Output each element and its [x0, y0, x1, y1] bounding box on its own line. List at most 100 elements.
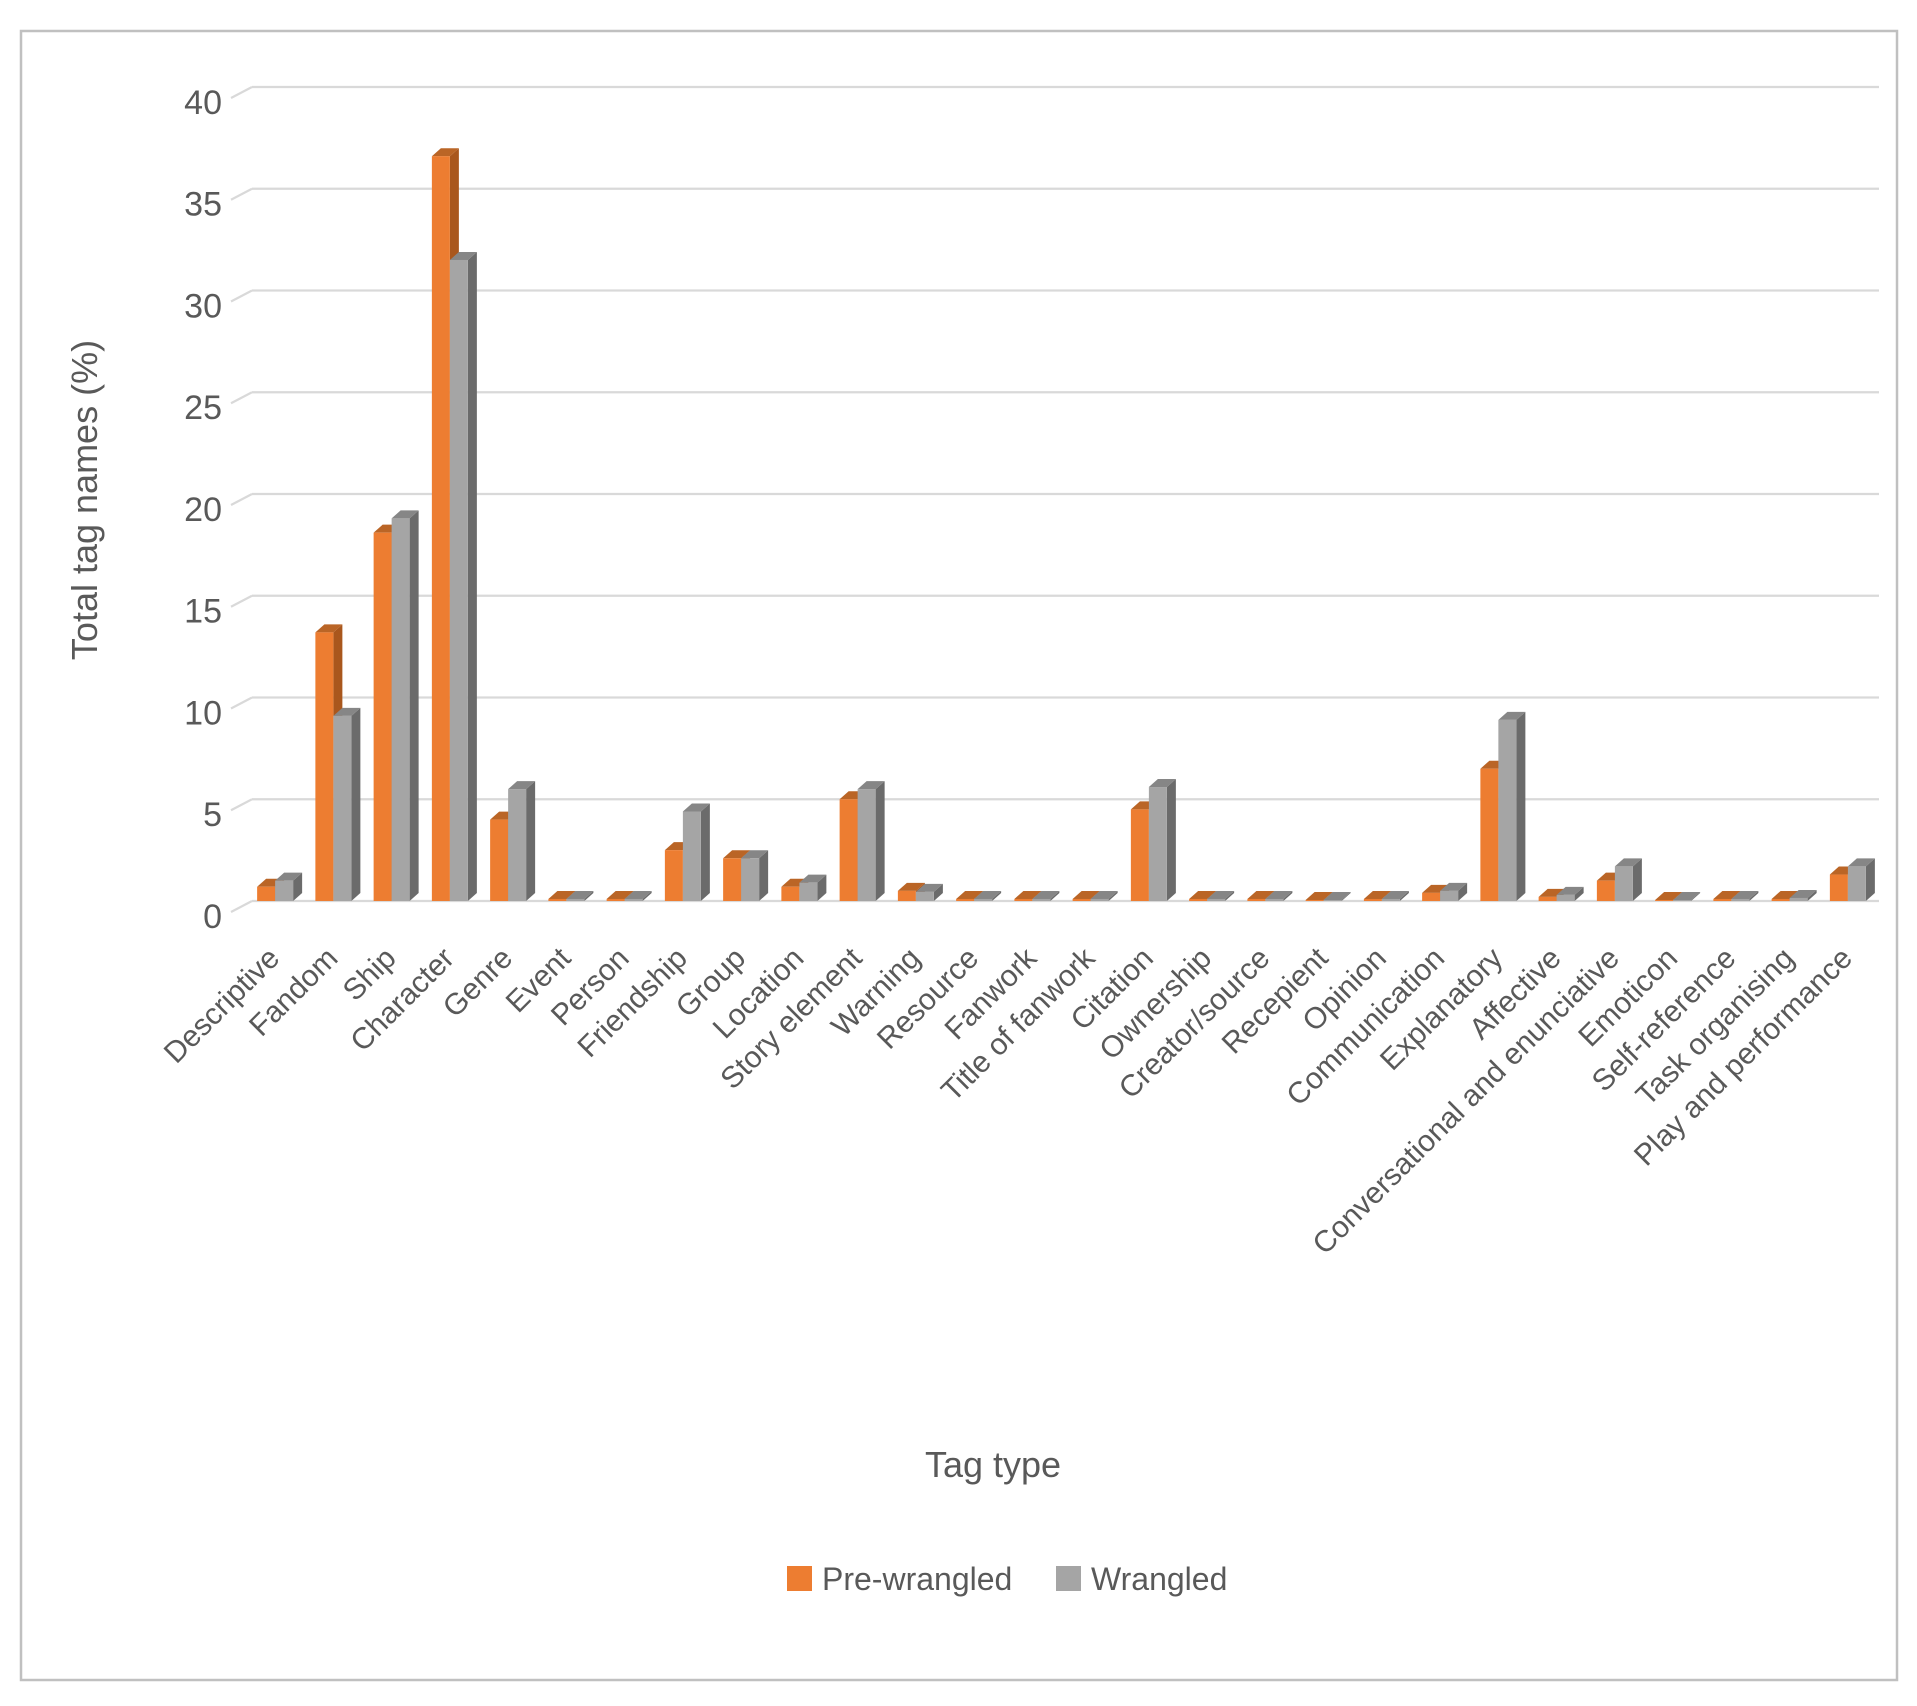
bar-pre-wrangled-12-front — [956, 898, 975, 901]
bar-wrangled-4-front — [508, 789, 527, 901]
bar-wrangled-10-front — [857, 789, 876, 901]
bar-wrangled-15-front — [1148, 787, 1167, 901]
bar-wrangled-5-front — [566, 898, 585, 901]
bar-wrangled-7-top — [682, 803, 710, 812]
bar-wrangled-7-side — [700, 803, 710, 901]
bar-wrangled-4-top — [508, 781, 536, 790]
bar-wrangled-5-side — [584, 890, 594, 901]
bar-series — [257, 148, 1875, 902]
legend-label-wrangled: Wrangled — [1091, 1561, 1227, 1597]
bar-wrangled-19-side — [1399, 890, 1409, 901]
bar-wrangled-0-top — [275, 872, 303, 881]
bar-wrangled-22-front — [1556, 894, 1575, 901]
bar-wrangled-2-top — [391, 510, 419, 519]
bar-wrangled-0-front — [275, 880, 294, 901]
bar-wrangled-26-side — [1807, 889, 1817, 901]
bar-pre-wrangled-23-front — [1596, 880, 1615, 901]
bar-wrangled-11-top — [915, 883, 943, 892]
bar-pre-wrangled-27-front — [1829, 874, 1848, 901]
y-tick-label-5: 5 — [203, 796, 222, 834]
bar-wrangled-24-top — [1673, 891, 1701, 900]
bar-wrangled-17-top — [1265, 890, 1293, 899]
bar-wrangled-13-side — [1050, 890, 1060, 901]
bar-wrangled-16-front — [1207, 898, 1226, 901]
y-tick-label-10: 10 — [184, 694, 222, 732]
bar-wrangled-18-side — [1341, 891, 1351, 901]
legend-swatch-pre-wrangled — [787, 1566, 812, 1591]
bar-wrangled-4-side — [526, 781, 536, 901]
bar-wrangled-12-front — [974, 898, 993, 901]
legend-swatch-wrangled — [1056, 1566, 1081, 1591]
bar-pre-wrangled-17-front — [1247, 898, 1266, 901]
bar-wrangled-13-top — [1032, 890, 1060, 899]
bar-wrangled-7-front — [682, 811, 701, 901]
x-axis-title: Tag type — [925, 1444, 1061, 1485]
bar-wrangled-3-top — [449, 251, 477, 260]
bar-wrangled-25-front — [1731, 898, 1750, 901]
bar-wrangled-11-side — [933, 883, 943, 901]
bar-wrangled-23-front — [1614, 866, 1633, 901]
bar-wrangled-14-top — [1090, 890, 1118, 899]
bar-pre-wrangled-11-front — [897, 890, 916, 901]
bar-wrangled-22-top — [1556, 886, 1584, 895]
bar-pre-wrangled-11-top — [897, 882, 925, 891]
bar-pre-wrangled-5-front — [548, 898, 567, 901]
bar-wrangled-25-top — [1731, 890, 1759, 899]
bar-wrangled-10-side — [875, 781, 885, 901]
bar-pre-wrangled-16-front — [1189, 898, 1208, 901]
bar-wrangled-1-side — [351, 707, 361, 901]
bar-wrangled-15-side — [1166, 779, 1176, 901]
bar-pre-wrangled-3-top — [431, 148, 459, 157]
bar-wrangled-27-front — [1847, 866, 1866, 901]
gridline-flick-30 — [230, 289, 253, 303]
page-border — [19, 29, 1899, 1682]
y-axis-title: Total tag names (%) — [64, 340, 105, 660]
bar-pre-wrangled-24-front — [1655, 899, 1674, 901]
bar-wrangled-2-front — [391, 518, 410, 901]
bar-wrangled-5-top — [566, 890, 594, 899]
y-tick-label-30: 30 — [184, 287, 222, 325]
bar-wrangled-21-side — [1516, 711, 1526, 901]
bar-wrangled-21-front — [1498, 719, 1517, 901]
bar-wrangled-16-side — [1225, 890, 1235, 901]
bar-wrangled-23-side — [1632, 858, 1642, 901]
bar-wrangled-27-top — [1847, 858, 1875, 867]
bar-pre-wrangled-1-top — [315, 624, 343, 633]
bar-pre-wrangled-4-front — [490, 819, 509, 901]
bar-pre-wrangled-21-front — [1480, 768, 1499, 901]
bar-wrangled-25-side — [1749, 890, 1759, 901]
bar-wrangled-18-top — [1323, 891, 1351, 900]
bar-pre-wrangled-8-front — [723, 858, 742, 901]
bar-wrangled-6-side — [642, 890, 652, 901]
bar-wrangled-14-side — [1108, 890, 1118, 901]
bar-wrangled-1-top — [333, 707, 361, 716]
bar-wrangled-8-front — [741, 858, 760, 901]
gridline-flick-0 — [230, 900, 253, 913]
bar-wrangled-20-side — [1458, 882, 1468, 901]
y-tick-label-20: 20 — [184, 491, 222, 529]
bar-pre-wrangled-13-front — [1014, 898, 1033, 901]
bar-wrangled-26-front — [1789, 897, 1808, 901]
bar-wrangled-15-top — [1148, 779, 1176, 788]
gridline-flick-25 — [230, 391, 253, 405]
bar-wrangled-19-top — [1381, 890, 1409, 899]
bar-wrangled-12-top — [974, 890, 1002, 899]
bar-pre-wrangled-26-front — [1771, 898, 1790, 901]
bar-pre-wrangled-1-front — [315, 632, 334, 901]
bar-wrangled-0-side — [293, 872, 303, 901]
bar-pre-wrangled-20-front — [1422, 892, 1441, 901]
bar-pre-wrangled-22-front — [1538, 896, 1557, 901]
y-tick-label-0: 0 — [203, 898, 222, 936]
bar-pre-wrangled-10-front — [839, 799, 858, 901]
bar-pre-wrangled-15-front — [1130, 809, 1149, 901]
bar-wrangled-10-top — [857, 781, 885, 790]
bar-wrangled-9-side — [817, 874, 827, 901]
bar-wrangled-3-side — [467, 251, 477, 902]
bar-pre-wrangled-9-front — [781, 886, 800, 901]
bar-wrangled-24-front — [1673, 899, 1692, 901]
bar-pre-wrangled-3-front — [431, 156, 450, 901]
bar-wrangled-18-front — [1323, 899, 1342, 901]
gridline-flick-40 — [230, 86, 253, 99]
bar-pre-wrangled-0-front — [257, 886, 276, 901]
